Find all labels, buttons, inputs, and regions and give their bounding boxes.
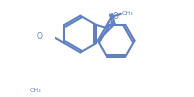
Text: CH₃: CH₃	[122, 11, 133, 16]
Text: O: O	[37, 32, 42, 41]
Text: O: O	[105, 23, 111, 31]
Text: O: O	[113, 12, 118, 21]
Text: CH₃: CH₃	[29, 88, 41, 94]
